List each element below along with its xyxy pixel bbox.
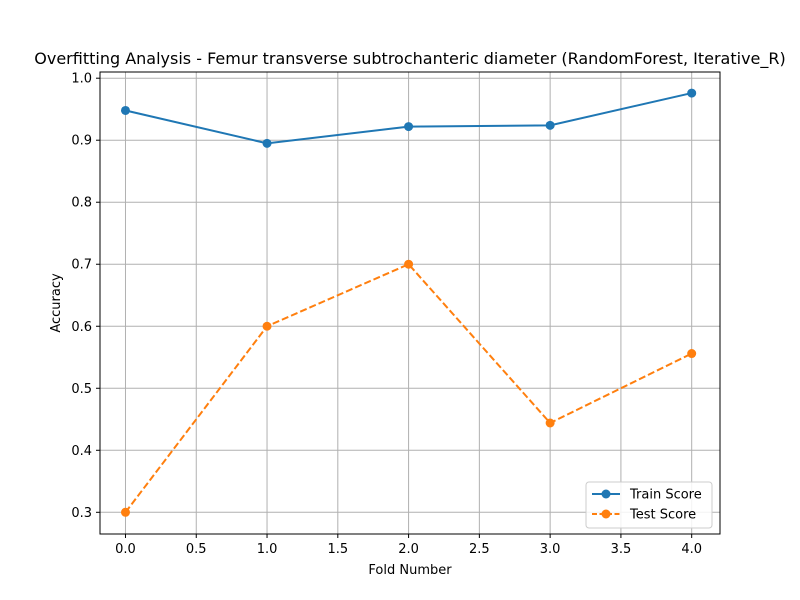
- y-tick-label: 0.4: [71, 444, 92, 459]
- test-score-point: [120, 507, 130, 517]
- grid-lines: [100, 72, 720, 534]
- test-score-point: [404, 259, 414, 269]
- x-axis-label: Fold Number: [368, 563, 452, 578]
- legend-label-test-score: Test Score: [629, 508, 696, 523]
- train-score-point: [545, 120, 555, 130]
- x-tick-label: 1.0: [257, 542, 278, 557]
- y-axis-label: Accuracy: [49, 273, 64, 333]
- legend-marker-train-score: [601, 489, 611, 499]
- test-score-point: [687, 349, 697, 359]
- chart-title: Overfitting Analysis - Femur transverse …: [34, 49, 785, 69]
- y-tick-label: 0.7: [71, 258, 92, 273]
- series-layer: [120, 88, 697, 517]
- x-tick-label: 1.5: [327, 542, 348, 557]
- y-tick-label: 0.3: [71, 506, 92, 521]
- x-tick-label: 0.5: [186, 542, 207, 557]
- legend-marker-test-score: [601, 509, 611, 519]
- train-score-point: [687, 88, 697, 98]
- train-score-point: [404, 122, 414, 132]
- x-tick-label: 4.0: [681, 542, 702, 557]
- legend-label-train-score: Train Score: [629, 488, 702, 503]
- train-score-point: [120, 105, 130, 115]
- x-tick-label: 2.0: [398, 542, 419, 557]
- axis-ticks: 0.0 0.5 1.0 1.5 2.0 2.5 3.0 3.5 4.0 0.3 0.4 0.5 0.6 0…: [71, 72, 702, 557]
- legend: Train Score Test Score: [585, 481, 713, 529]
- train-score-point: [262, 138, 272, 148]
- y-tick-label: 0.5: [71, 382, 92, 397]
- plot-frame: [99, 71, 721, 535]
- y-tick-label: 0.6: [71, 320, 92, 335]
- y-tick-label: 0.8: [71, 196, 92, 211]
- test-score-line: [124, 263, 693, 513]
- y-tick-label: 0.9: [71, 134, 92, 149]
- x-tick-label: 3.0: [540, 542, 561, 557]
- y-tick-label: 1.0: [71, 72, 92, 87]
- x-tick-label: 2.5: [469, 542, 490, 557]
- test-score-point: [545, 418, 555, 428]
- x-tick-label: 0.0: [115, 542, 136, 557]
- test-score-point: [262, 321, 272, 331]
- x-tick-label: 3.5: [611, 542, 632, 557]
